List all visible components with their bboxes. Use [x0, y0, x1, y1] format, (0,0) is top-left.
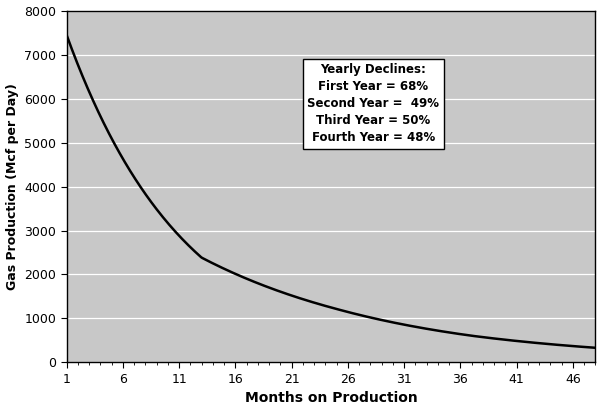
X-axis label: Months on Production: Months on Production	[245, 391, 417, 405]
Text: Yearly Declines:
First Year = 68%
Second Year =  49%
Third Year = 50%
Fourth Yea: Yearly Declines: First Year = 68% Second…	[307, 63, 439, 144]
Y-axis label: Gas Production (Mcf per Day): Gas Production (Mcf per Day)	[5, 83, 19, 290]
